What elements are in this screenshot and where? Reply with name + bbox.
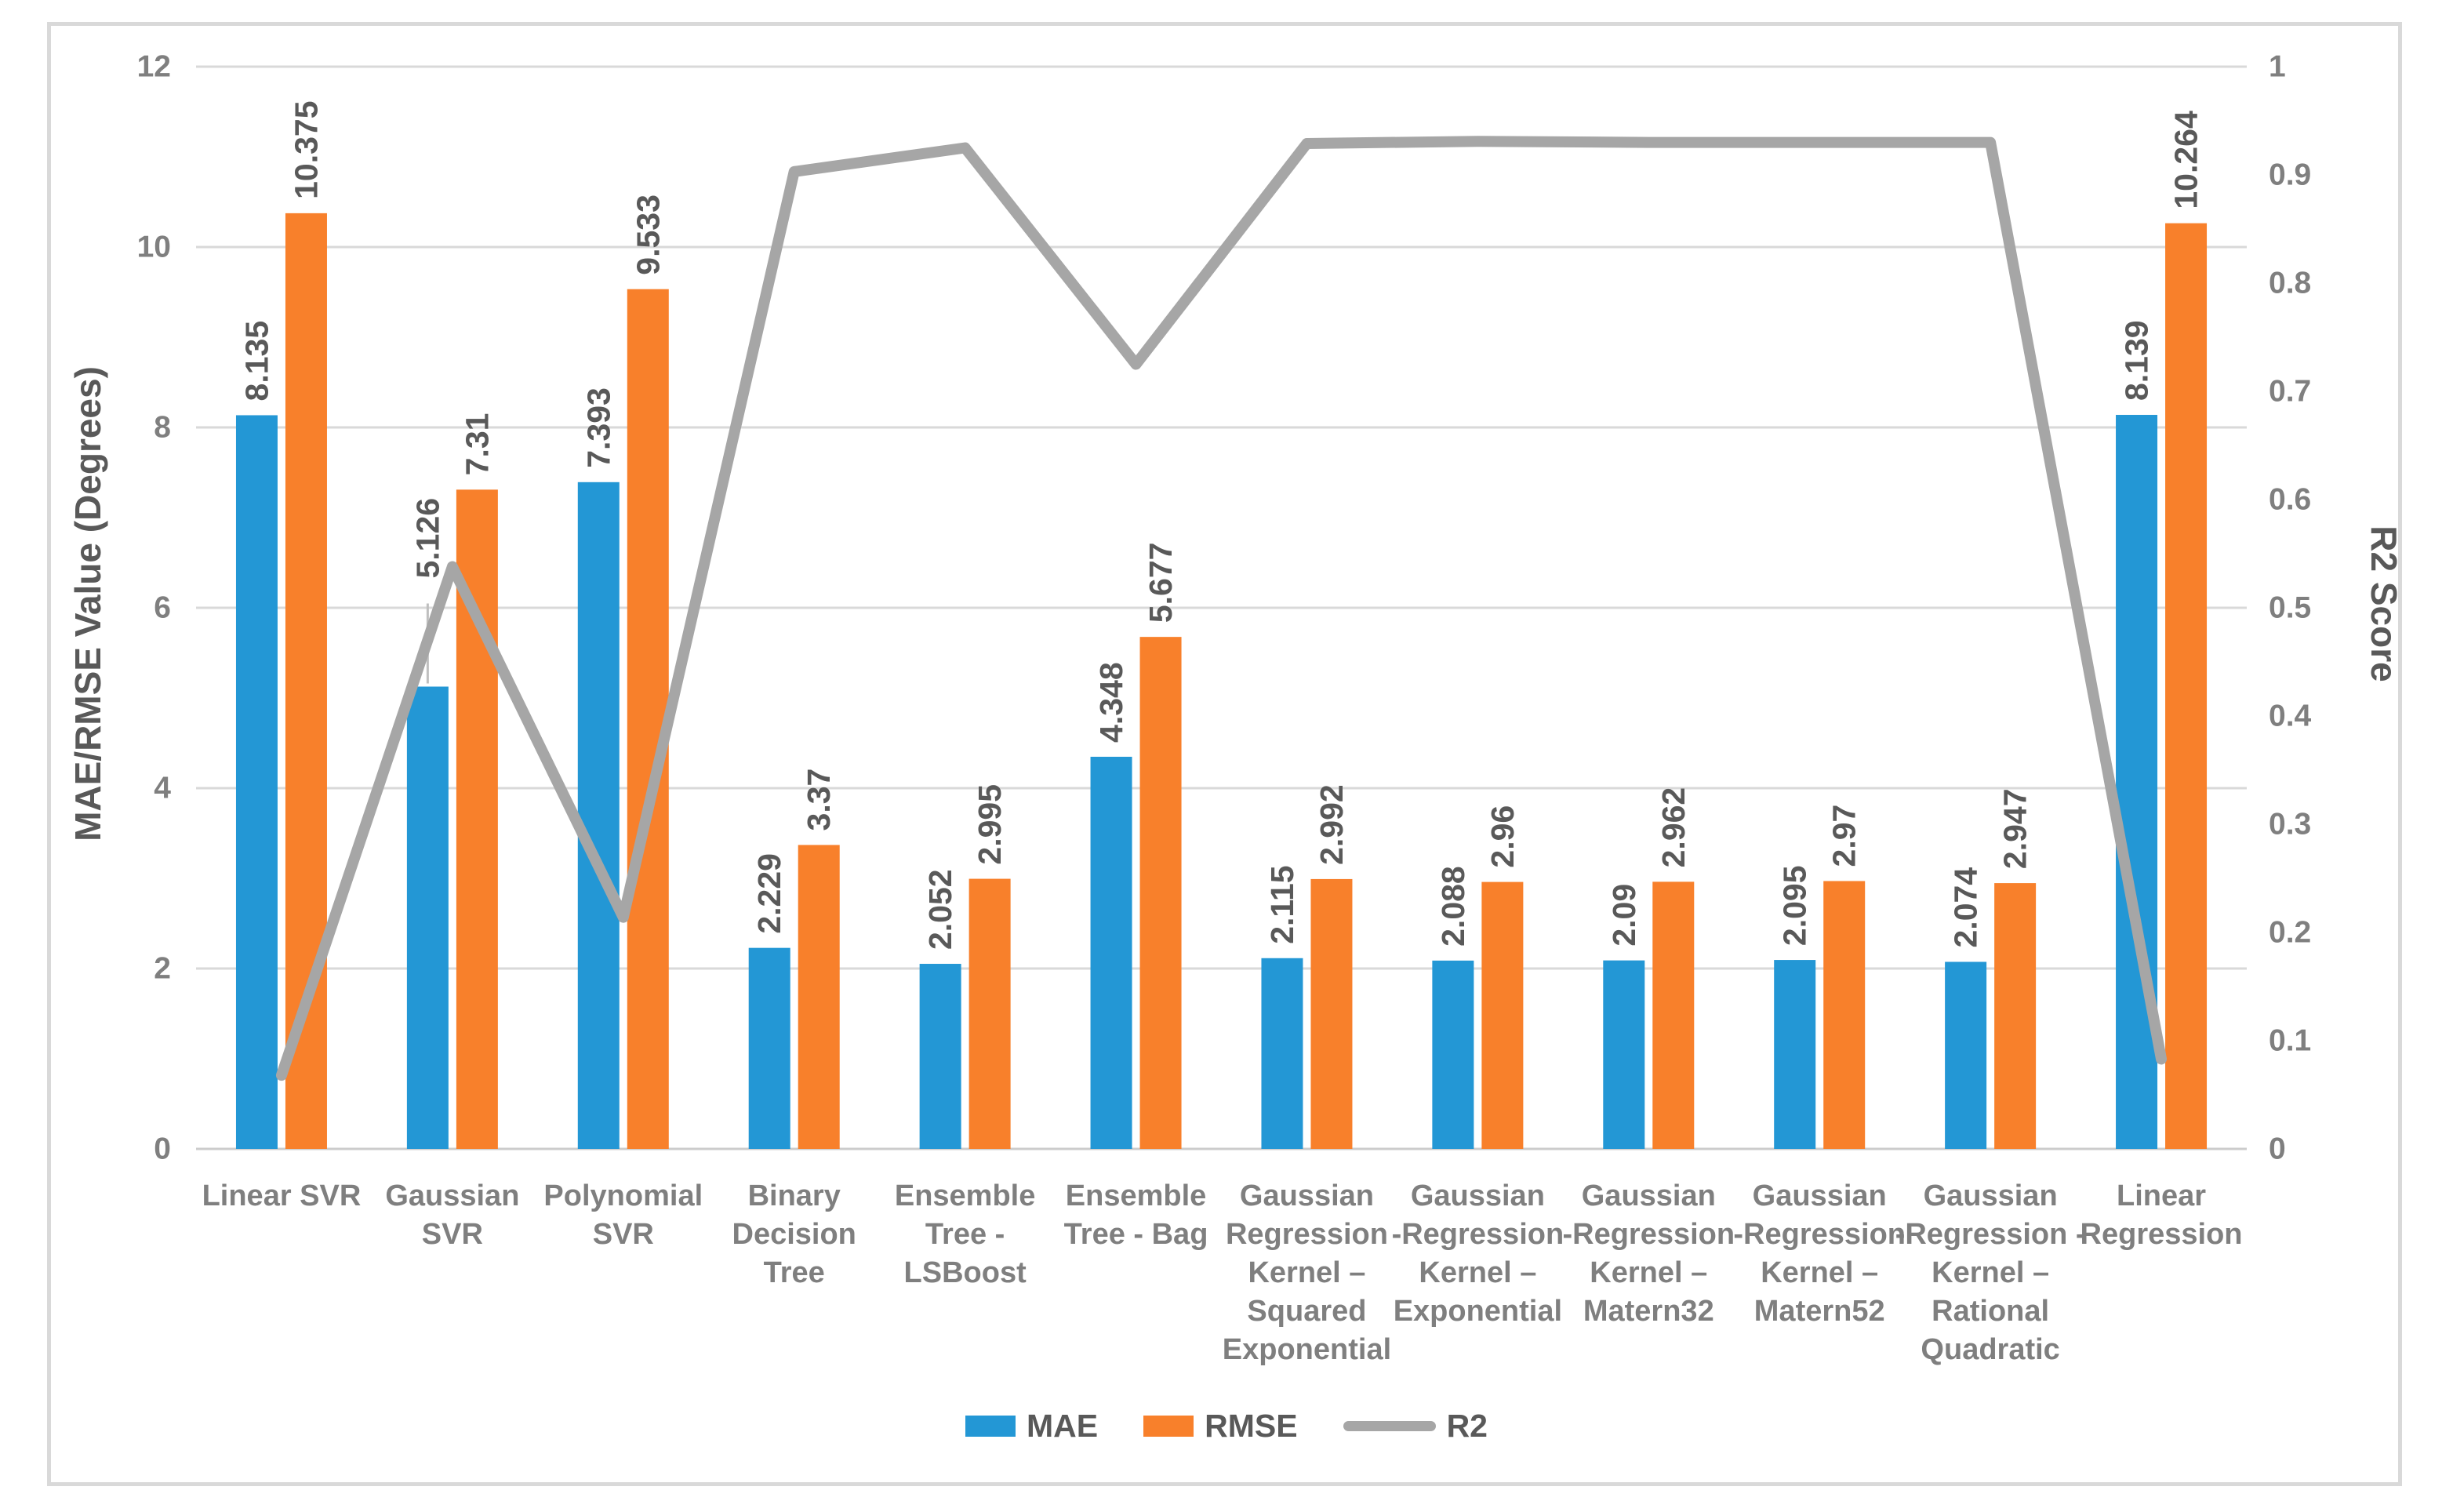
x-axis-label-Gaussian Regression Kernel – Squared Exponential: Gaussian Regression Kernel – Squared Exponen… — [1223, 1179, 1391, 1366]
bar-mae-Linear SVR — [235, 415, 278, 1149]
bar-rmse-Gaussian Regression Kernel – Rational Quadratic — [1994, 883, 2037, 1149]
data-label-mae-Gaussian Regression Kernel – Rational Quadratic: 2.074 — [1948, 867, 1984, 948]
x-axis-label-Linear Regression: Linear Regression — [2081, 1179, 2243, 1251]
left-axis-tick-10: 10 — [137, 231, 171, 264]
data-label-rmse-Binary Decision Tree: 3.37 — [801, 769, 837, 831]
x-axis-label-Gaussian SVR: Gaussian SVR — [385, 1179, 519, 1251]
bar-mae-Gaussian Regression Kernel – Matern52 — [1774, 960, 1816, 1149]
r2-line-swatch-icon — [1343, 1421, 1436, 1431]
right-axis-tick-0.2: 0.2 — [2269, 916, 2311, 950]
data-label-mae-Gaussian Regression Kernel – Matern52: 2.095 — [1777, 865, 1813, 946]
x-axis-label-Ensemble Tree - Bag: Ensemble Tree - Bag — [1064, 1179, 1208, 1251]
data-label-rmse-Ensemble Tree - LSBoost: 2.995 — [972, 784, 1008, 865]
data-label-mae-Linear SVR: 8.135 — [238, 321, 274, 402]
bar-mae-Ensemble Tree - LSBoost — [919, 964, 961, 1149]
left-axis-tick-8: 8 — [154, 411, 171, 445]
bar-rmse-Linear Regression — [2165, 223, 2208, 1149]
data-label-mae-Ensemble Tree - Bag: 4.348 — [1093, 662, 1129, 743]
legend-label-mae: MAE — [1027, 1408, 1099, 1444]
data-label-mae-Gaussian Regression Kernel – Squared Exponential: 2.115 — [1264, 865, 1300, 943]
data-label-rmse-Gaussian Regression Kernel – Matern32: 2.962 — [1655, 787, 1692, 868]
data-label-rmse-Gaussian Regression Kernel – Exponential: 2.96 — [1485, 805, 1521, 868]
data-label-rmse-Gaussian Regression Kernel – Matern52: 2.97 — [1826, 805, 1862, 867]
legend-item-mae: MAE — [965, 1410, 1098, 1442]
x-axis-label-Gaussian Regression Kernel – Rational Quadratic: Gaussian -Regression -Kernel – Rational Qua… — [1895, 1179, 2086, 1366]
data-label-rmse-Gaussian SVR: 7.31 — [459, 413, 495, 476]
data-label-mae-Linear Regression: 8.139 — [2119, 320, 2155, 401]
x-axis-label-Polynomial SVR: Polynomial SVR — [543, 1179, 703, 1251]
bar-mae-Gaussian Regression Kernel – Exponential — [1432, 960, 1474, 1149]
right-axis-tick-0.8: 0.8 — [2269, 267, 2311, 300]
left-axis-tick-4: 4 — [154, 772, 171, 805]
right-axis-tick-0.3: 0.3 — [2269, 808, 2311, 841]
right-axis-tick-0.4: 0.4 — [2269, 700, 2312, 733]
bar-mae-Linear Regression — [2116, 415, 2158, 1149]
bar-mae-Binary Decision Tree — [748, 947, 790, 1149]
x-axis-label-Ensemble Tree - LSBoost: Ensemble Tree -LSBoost — [895, 1179, 1036, 1289]
bar-mae-Gaussian Regression Kernel – Squared Exponential — [1261, 958, 1303, 1149]
data-label-mae-Gaussian SVR: 5.126 — [409, 498, 445, 579]
x-axis-label-Linear SVR: Linear SVR — [202, 1179, 362, 1212]
data-label-rmse-Gaussian Regression Kernel – Squared Exponential: 2.992 — [1314, 784, 1350, 865]
data-label-mae-Polynomial SVR: 7.393 — [580, 387, 616, 468]
x-axis-label-Gaussian Regression Kernel – Exponential: Gaussian -Regression Kernel – Exponential — [1392, 1179, 1564, 1328]
bar-rmse-Gaussian Regression Kernel – Matern32 — [1652, 881, 1695, 1149]
x-axis-label-Binary Decision Tree: Binary Decision Tree — [732, 1179, 856, 1289]
data-label-rmse-Gaussian Regression Kernel – Rational Quadratic: 2.947 — [1997, 788, 2033, 869]
bar-rmse-Polynomial SVR — [627, 289, 669, 1150]
right-axis-title: R2 Score — [2364, 525, 2404, 682]
data-label-rmse-Linear SVR: 10.375 — [288, 100, 324, 198]
right-axis-tick-0.5: 0.5 — [2269, 591, 2311, 625]
left-axis-tick-2: 2 — [154, 952, 171, 986]
r2-line-series — [275, 136, 2168, 1081]
right-axis-tick-0.9: 0.9 — [2269, 158, 2311, 192]
bar-rmse-Ensemble Tree - Bag — [1139, 637, 1182, 1149]
bar-mae-Polynomial SVR — [577, 482, 620, 1149]
rmse-swatch-icon — [1143, 1416, 1194, 1437]
bar-mae-Gaussian Regression Kernel – Rational Quadratic — [1945, 961, 1987, 1149]
mae-swatch-icon — [965, 1416, 1016, 1437]
data-label-rmse-Linear Regression: 10.264 — [2168, 111, 2204, 209]
legend-label-r2: R2 — [1446, 1408, 1488, 1444]
right-axis-tick-0.1: 0.1 — [2269, 1024, 2311, 1058]
data-label-mae-Gaussian Regression Kernel – Exponential: 2.088 — [1435, 866, 1471, 947]
right-axis-tick-0.7: 0.7 — [2269, 375, 2311, 409]
bar-rmse-Binary Decision Tree — [798, 845, 840, 1149]
left-axis-tick-12: 12 — [137, 50, 171, 84]
right-axis-tick-1: 1 — [2269, 50, 2286, 84]
bar-rmse-Gaussian Regression Kernel – Squared Exponential — [1310, 878, 1353, 1149]
data-label-mae-Gaussian Regression Kernel – Matern32: 2.09 — [1606, 884, 1642, 947]
bar-rmse-Gaussian Regression Kernel – Exponential — [1481, 881, 1524, 1149]
left-axis-title: MAE/RMSE Value (Degrees) — [67, 366, 108, 841]
left-axis-tick-6: 6 — [154, 591, 171, 625]
legend-item-r2: R2 — [1343, 1410, 1488, 1442]
right-axis-tick-0: 0 — [2269, 1132, 2286, 1166]
bar-rmse-Ensemble Tree - LSBoost — [968, 878, 1011, 1149]
legend-label-rmse: RMSE — [1205, 1408, 1298, 1444]
right-axis-tick-0.6: 0.6 — [2269, 483, 2311, 517]
data-label-rmse-Polynomial SVR: 9.533 — [630, 194, 666, 275]
bar-mae-Gaussian SVR — [406, 686, 449, 1149]
data-label-rmse-Ensemble Tree - Bag: 5.677 — [1143, 543, 1179, 623]
bar-mae-Gaussian Regression Kernel – Matern32 — [1603, 960, 1645, 1149]
legend-item-rmse: RMSE — [1143, 1408, 1298, 1444]
x-axis-label-Gaussian Regression Kernel – Matern52: Gaussian -Regression Kernel – Matern52 — [1733, 1179, 1906, 1328]
data-label-mae-Ensemble Tree - LSBoost: 2.052 — [922, 869, 958, 950]
chart-legend: MAE RMSE R2 — [965, 1410, 1488, 1442]
bar-rmse-Gaussian Regression Kernel – Matern52 — [1823, 881, 1866, 1149]
data-label-mae-Binary Decision Tree: 2.229 — [751, 853, 787, 934]
bar-mae-Ensemble Tree - Bag — [1090, 756, 1132, 1149]
left-axis-tick-0: 0 — [154, 1132, 171, 1166]
x-axis-label-Gaussian Regression Kernel – Matern32: Gaussian -Regression Kernel – Matern32 — [1562, 1179, 1735, 1328]
